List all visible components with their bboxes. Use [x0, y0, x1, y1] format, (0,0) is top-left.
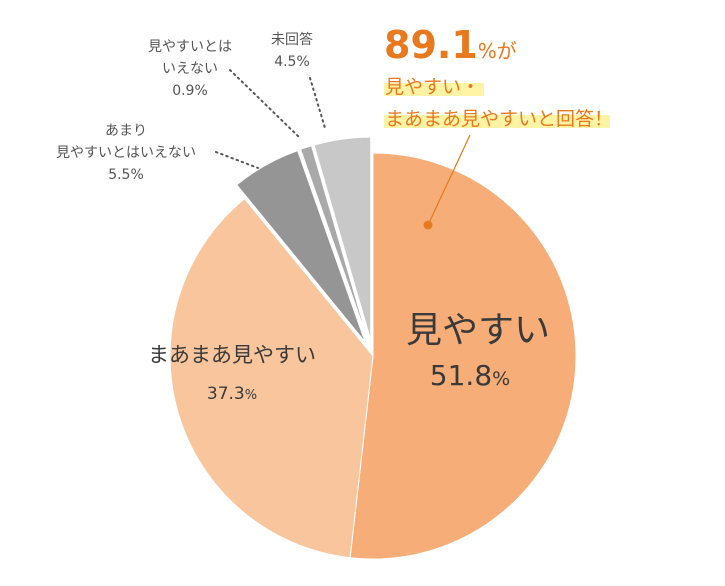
annotation-highlight-2	[384, 115, 610, 128]
slice-label-miezu-line2: いえない	[162, 61, 218, 77]
annotation-headline: 89.1%が	[384, 23, 517, 67]
leader-lines	[215, 69, 326, 169]
slice-label-mieyasui: 見やすい	[406, 310, 550, 351]
slice-value-maamaa: 37.3%	[207, 384, 257, 404]
slice-value-mikaitou: 4.5%	[274, 54, 310, 70]
slice-amari	[236, 149, 366, 343]
slice-maamaa	[169, 198, 374, 559]
annotation-line-2: まあまあ見やすいと回答！	[385, 108, 613, 130]
annotation-highlight-1	[384, 83, 484, 96]
annotation-line-1: 見やすい・	[385, 76, 480, 98]
annotation-pointer-dot	[423, 220, 433, 230]
leader-amari	[215, 151, 259, 169]
slice-label-maamaa: まあまあ見やすい	[148, 343, 316, 367]
slice-label-amari-line2: 見やすいとはいえない	[56, 145, 196, 161]
slice-value-miezu: 0.9%	[172, 83, 208, 99]
slice-label-mikaitou: 未回答	[271, 31, 313, 48]
leader-miezu	[229, 69, 301, 139]
slice-mikaitou	[313, 136, 372, 341]
slice-mieyasui	[349, 152, 577, 560]
pie-slices	[169, 136, 577, 560]
annotation-pointer-line	[427, 134, 471, 226]
slice-label-miezu-line1: 見やすいとは	[148, 39, 232, 55]
leader-mikaitou	[309, 77, 326, 129]
slice-value-amari: 5.5%	[108, 167, 144, 183]
slice-value-mieyasui: 51.8%	[430, 359, 510, 392]
slice-miezu	[299, 145, 369, 341]
slice-label-amari-line1: あまり	[105, 123, 147, 139]
